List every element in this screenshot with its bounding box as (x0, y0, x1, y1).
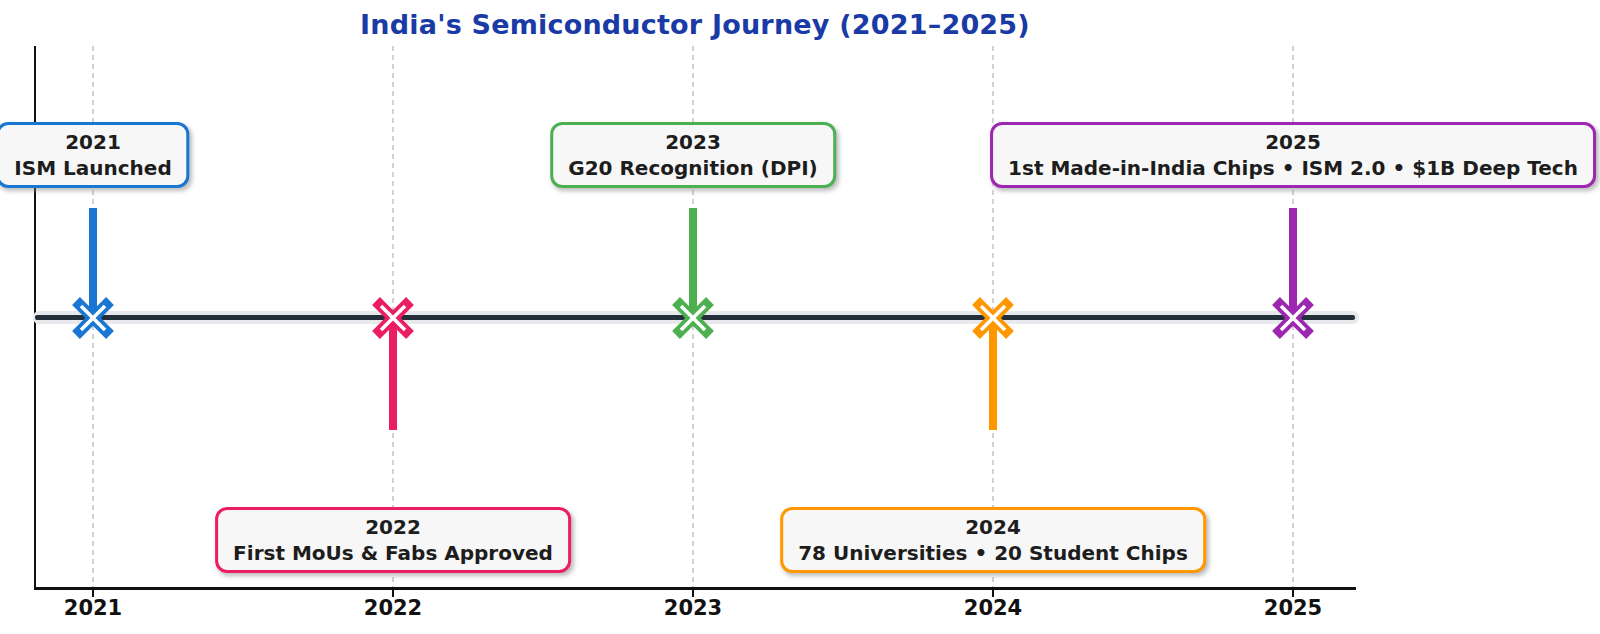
event-card: 2022 First MoUs & Fabs Approved (215, 507, 571, 573)
event-label: G20 Recognition (DPI) (568, 155, 818, 181)
x-axis-spine (34, 587, 1356, 590)
tick-label: 2023 (664, 596, 722, 620)
event-year: 2023 (568, 129, 818, 155)
tick-label: 2025 (1264, 596, 1322, 620)
tick-label: 2022 (364, 596, 422, 620)
event-card: 2024 78 Universities • 20 Student Chips (780, 507, 1206, 573)
tick-label: 2024 (964, 596, 1022, 620)
x-marker-icon (671, 296, 715, 340)
event-card: 2021 ISM Launched (0, 122, 190, 188)
x-marker-icon (71, 296, 115, 340)
event-year: 2025 (1008, 129, 1578, 155)
event-label: First MoUs & Fabs Approved (233, 540, 553, 566)
event-year: 2024 (798, 514, 1188, 540)
x-marker-icon (971, 296, 1015, 340)
event-year: 2022 (233, 514, 553, 540)
event-label: ISM Launched (14, 155, 171, 181)
x-marker-icon (1271, 296, 1315, 340)
timeline-chart: India's Semiconductor Journey (2021–2025… (0, 0, 1600, 634)
x-marker-icon (371, 296, 415, 340)
event-card: 2025 1st Made-in-India Chips • ISM 2.0 •… (990, 122, 1596, 188)
event-label: 1st Made-in-India Chips • ISM 2.0 • $1B … (1008, 155, 1578, 181)
event-card: 2023 G20 Recognition (DPI) (550, 122, 836, 188)
tick-label: 2021 (64, 596, 122, 620)
chart-title: India's Semiconductor Journey (2021–2025… (35, 9, 1355, 40)
event-year: 2021 (14, 129, 171, 155)
event-label: 78 Universities • 20 Student Chips (798, 540, 1188, 566)
